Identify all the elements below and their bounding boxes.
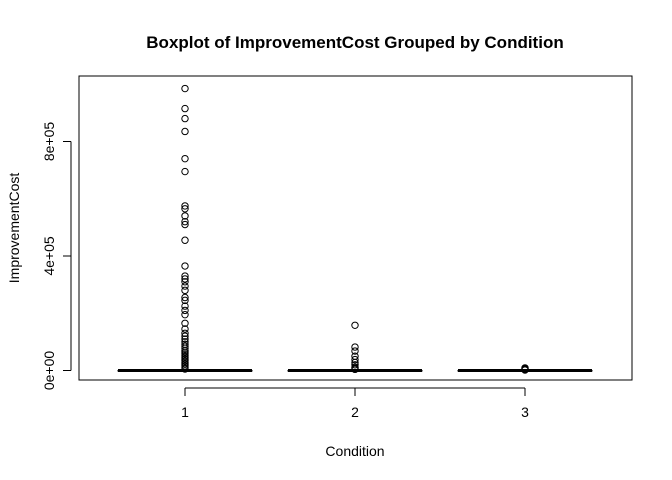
outlier-point bbox=[351, 347, 359, 355]
outlier-point bbox=[181, 293, 189, 302]
outlier-point bbox=[181, 296, 189, 305]
outlier-point bbox=[181, 220, 189, 229]
outlier-point bbox=[181, 275, 189, 283]
outlier-point bbox=[351, 355, 359, 364]
outlier-point bbox=[351, 343, 359, 351]
outlier-point bbox=[181, 310, 189, 319]
outlier-point bbox=[181, 329, 189, 337]
outlier-point bbox=[181, 365, 189, 373]
outlier-point bbox=[181, 154, 189, 163]
outlier-point bbox=[521, 366, 529, 374]
outlier-point bbox=[181, 335, 189, 343]
outlier-point bbox=[351, 321, 359, 329]
outlier-point bbox=[181, 262, 189, 270]
x-axis-label: Condition bbox=[325, 443, 384, 459]
outlier-point bbox=[351, 365, 359, 374]
outlier-point bbox=[181, 202, 189, 210]
y-axis-label: ImprovementCost bbox=[6, 173, 22, 284]
outlier-point bbox=[181, 84, 189, 93]
outlier-point bbox=[181, 114, 189, 123]
outlier-point bbox=[181, 167, 189, 176]
outlier-point bbox=[181, 205, 189, 213]
x-tick-label: 2 bbox=[351, 404, 359, 420]
outlier-point bbox=[181, 286, 189, 295]
outlier-point bbox=[181, 217, 189, 226]
outlier-point bbox=[181, 344, 189, 352]
outlier-point bbox=[181, 302, 189, 310]
outliers-group bbox=[181, 84, 529, 374]
y-tick-label: 0e+00 bbox=[41, 351, 57, 391]
y-tick-label: 8e+05 bbox=[41, 122, 57, 162]
outlier-point bbox=[351, 361, 359, 369]
x-tick-label: 1 bbox=[181, 404, 189, 420]
outlier-point bbox=[181, 325, 189, 333]
outlier-point bbox=[181, 104, 189, 113]
plot-frame bbox=[78, 75, 633, 381]
outlier-point bbox=[181, 212, 189, 220]
x-axis: 1 2 3 bbox=[181, 387, 529, 420]
outlier-point bbox=[181, 278, 189, 286]
chart-title: Boxplot of ImprovementCost Grouped by Co… bbox=[146, 33, 563, 52]
outlier-point bbox=[181, 272, 189, 280]
outlier-point bbox=[181, 282, 189, 290]
outlier-point bbox=[181, 306, 189, 315]
outlier-point bbox=[181, 332, 189, 340]
y-tick-label: 4e+05 bbox=[41, 236, 57, 276]
outlier-point bbox=[181, 127, 189, 136]
outlier-point bbox=[181, 236, 189, 244]
y-axis: 0e+00 4e+05 8e+05 bbox=[41, 122, 72, 391]
outlier-point bbox=[181, 319, 189, 327]
x-tick-label: 3 bbox=[521, 404, 529, 420]
